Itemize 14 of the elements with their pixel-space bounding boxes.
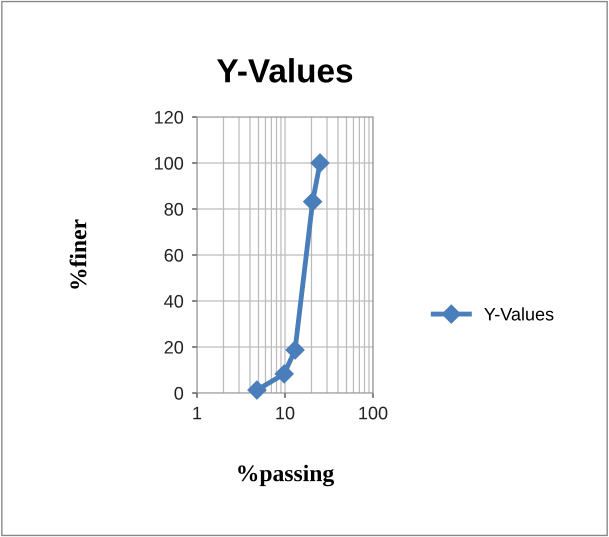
x-tick-label: 100 [359, 406, 388, 420]
x-tick-label: 1 [193, 406, 202, 420]
y-tick-label: 20 [164, 340, 184, 354]
y-tick-label: 100 [155, 156, 184, 170]
y-tick-label: 0 [174, 386, 184, 400]
y-tick-label: 40 [164, 294, 184, 308]
x-axis-title: %passing [238, 464, 334, 486]
y-tick-label: 120 [155, 110, 184, 124]
y-tick-label: 80 [164, 202, 184, 216]
chart-title: Y-Values [217, 58, 352, 83]
y-axis-title: %finer [70, 219, 86, 289]
legend-label: Y-Values [484, 307, 554, 321]
y-tick-label: 60 [164, 248, 184, 262]
x-tick-label: 10 [276, 406, 294, 420]
